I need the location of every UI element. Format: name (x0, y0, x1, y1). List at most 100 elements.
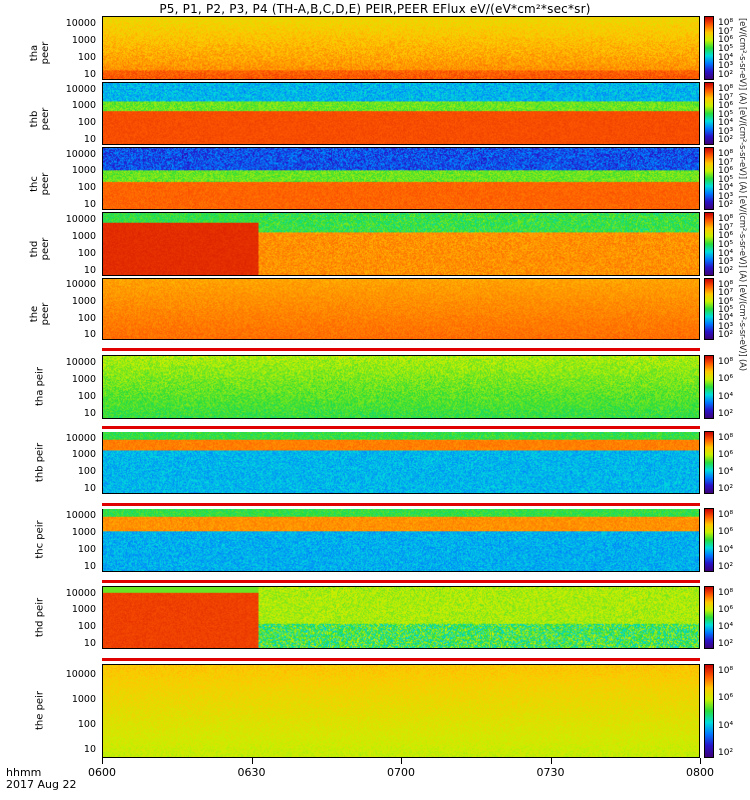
colorbar-tick-label: 10⁸ (718, 510, 734, 520)
y-tick-label: 10000 (65, 669, 96, 681)
panel-separator (102, 501, 700, 509)
y-tick-label: 10 (83, 264, 96, 276)
colorbar-tick-label: 10⁷ (718, 157, 734, 168)
spectrogram-thc-peer (102, 147, 700, 210)
colorbar (704, 664, 714, 758)
colorbar-tick-label: 10³ (718, 257, 734, 268)
y-tick-label: 10 (83, 482, 96, 494)
panel-separator (102, 424, 700, 432)
y-tick-label: 10000 (65, 83, 96, 95)
colorbar-tick-label: 10⁸ (718, 433, 734, 443)
colorbar-tick-label: 10⁴ (718, 622, 734, 632)
y-tick-label: 100 (77, 621, 96, 633)
y-tick-label: 10 (83, 68, 96, 80)
panel-label-thb-peir: thb peir (34, 442, 46, 482)
colorbar-tick-label: 10⁵ (718, 174, 734, 185)
y-tick-label: 100 (77, 51, 96, 63)
y-tick-label: 10 (83, 744, 96, 756)
colorbar-tick-label: 10⁴ (718, 313, 734, 324)
spectrogram-thb-peer (102, 82, 700, 145)
y-tick-label: 100 (77, 466, 96, 478)
panel-separator (102, 578, 700, 586)
y-tick-label: 1000 (71, 34, 96, 46)
x-tick-label: 0730 (536, 766, 565, 779)
colorbar-tick-label: 10⁶ (718, 166, 734, 176)
y-tick-label: 1000 (71, 526, 96, 538)
colorbar-tick-label: 10⁸ (718, 84, 734, 94)
colorbar-tick-label: 10⁴ (718, 544, 734, 555)
colorbar (704, 147, 714, 210)
panel-label-tha-peer: tha peer (29, 41, 51, 65)
y-tick-label: 10000 (65, 432, 96, 444)
colorbar-tick-label: 10⁴ (718, 183, 734, 193)
colorbar-tick-label: 10² (718, 266, 734, 276)
y-tick-label: 100 (77, 182, 96, 194)
y-tick-label: 10 (83, 329, 96, 341)
colorbar (704, 212, 714, 276)
colorbar (704, 16, 714, 80)
x-tick-mark (251, 758, 253, 764)
y-tick-label: 100 (77, 312, 96, 324)
colorbar-tick-label: 10⁸ (718, 588, 734, 598)
y-tick-label: 1000 (71, 165, 96, 177)
colorbar-tick-label: 10² (718, 135, 734, 145)
colorbar-label: [eV/(cm²-s-sr-eV)] (A) [eV/(cm²-s-sr-eV)… (737, 18, 747, 371)
colorbar-tick-label: 10⁶ (718, 374, 734, 385)
date-label: 2017 Aug 22 (6, 778, 77, 791)
y-tick-label: 10000 (65, 587, 96, 599)
y-tick-label: 10 (83, 560, 96, 572)
colorbar-tick-label: 10⁶ (718, 35, 734, 46)
spectrogram-thb-peir (102, 431, 700, 494)
y-tick-label: 100 (77, 543, 96, 555)
panel-label-the-peer: the peer (29, 302, 51, 326)
y-tick-label: 10000 (65, 509, 96, 521)
x-tick-mark (102, 758, 103, 764)
colorbar (704, 278, 714, 340)
panel-label-thd-peir: thd peir (34, 597, 46, 637)
y-tick-label: 1000 (71, 449, 96, 461)
time-axis-label: hhmm (6, 766, 42, 779)
y-tick-label: 1000 (71, 604, 96, 616)
colorbar-tick-label: 10⁶ (718, 693, 734, 704)
colorbar-tick-label: 10⁴ (718, 52, 734, 63)
colorbar (704, 431, 714, 494)
panel-label-thb-peer: thb peer (29, 107, 51, 130)
x-tick-label: 0700 (387, 766, 415, 779)
y-tick-label: 1000 (71, 373, 96, 385)
panel-label-the-peir: the peir (34, 691, 46, 730)
colorbar-tick-label: 10⁶ (718, 231, 734, 242)
y-tick-label: 10 (83, 133, 96, 145)
colorbar-tick-label: 10⁵ (718, 109, 734, 120)
x-tick-label: 0600 (88, 766, 116, 779)
y-tick-label: 100 (77, 247, 96, 259)
colorbar-tick-label: 10² (718, 484, 734, 494)
colorbar-tick-label: 10² (718, 639, 734, 649)
colorbar-tick-label: 10⁸ (718, 357, 734, 367)
y-tick-label: 10 (83, 198, 96, 210)
colorbar-tick-label: 10⁶ (718, 101, 734, 111)
colorbar-tick-label: 10³ (718, 61, 734, 72)
y-tick-label: 100 (77, 390, 96, 402)
colorbar (704, 508, 714, 572)
colorbar-tick-label: 10⁶ (718, 296, 734, 307)
x-tick-mark (550, 758, 552, 764)
y-tick-label: 1000 (71, 100, 96, 112)
colorbar-tick-label: 10² (718, 70, 734, 80)
y-tick-label: 1000 (71, 694, 96, 706)
colorbar-tick-label: 10² (718, 748, 734, 758)
spectrogram-the-peer (102, 278, 700, 340)
y-tick-label: 10000 (65, 213, 96, 225)
x-tick-label: 0800 (686, 766, 714, 779)
colorbar (704, 355, 714, 419)
colorbar-tick-label: 10⁷ (718, 92, 734, 103)
y-tick-label: 10000 (65, 17, 96, 29)
y-tick-label: 100 (77, 117, 96, 129)
y-tick-label: 10 (83, 407, 96, 419)
panel-separator (102, 346, 700, 354)
colorbar-tick-label: 10⁸ (718, 149, 734, 159)
colorbar-tick-label: 10⁸ (718, 666, 734, 676)
spectrogram-tha-peir (102, 355, 700, 419)
spectrogram-thd-peir (102, 586, 700, 649)
colorbar-tick-label: 10⁴ (718, 720, 734, 731)
x-tick-label: 0630 (237, 766, 266, 779)
